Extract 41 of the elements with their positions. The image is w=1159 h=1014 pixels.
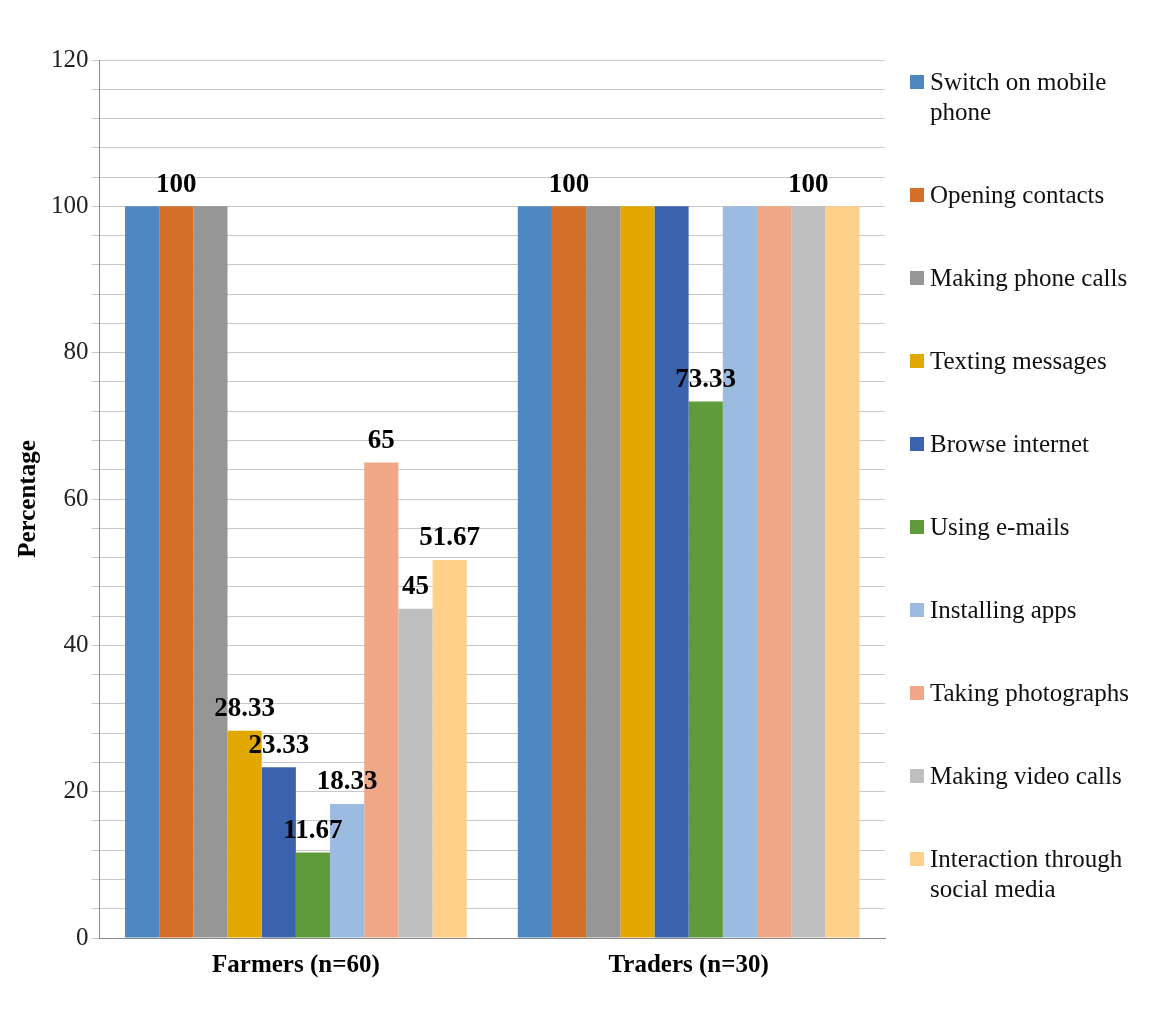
y-tick-label: 40 xyxy=(63,629,89,657)
y-tick-label: 0 xyxy=(76,922,89,950)
legend-label: Interaction through social media xyxy=(930,843,1124,904)
y-tick-label: 80 xyxy=(63,337,89,365)
legend-label: Making phone calls xyxy=(930,262,1128,293)
data-label: 100 xyxy=(787,167,829,198)
bar xyxy=(432,559,467,938)
bar xyxy=(688,401,723,938)
data-label: 45 xyxy=(401,570,429,601)
legend-label: Making video calls xyxy=(930,760,1122,791)
bar xyxy=(620,206,655,938)
data-label: 65 xyxy=(367,423,395,454)
y-tick-label: 60 xyxy=(63,483,89,511)
y-axis-title: Percentage xyxy=(13,440,41,558)
bar xyxy=(398,608,433,938)
data-label: 100 xyxy=(548,167,590,198)
y-tick-label: 100 xyxy=(51,190,89,218)
x-tick-label: Farmers (n=60) xyxy=(212,950,380,979)
bar xyxy=(551,206,587,938)
bar xyxy=(586,206,621,938)
legend-label: Installing apps xyxy=(930,594,1077,625)
y-tick-label: 120 xyxy=(51,44,89,72)
bar xyxy=(125,206,160,938)
legend-label: Browse internet xyxy=(930,428,1089,459)
legend-label: Opening contacts xyxy=(930,179,1105,210)
data-label: 100 xyxy=(156,167,197,198)
bar xyxy=(756,206,792,938)
legend-label: Taking photographs xyxy=(930,677,1129,708)
x-tick-label: Traders (n=30) xyxy=(608,950,769,979)
legend-label: Texting messages xyxy=(930,345,1107,376)
data-label: 51.67 xyxy=(419,521,481,552)
legend-label: Switch on mobile phone xyxy=(930,66,1108,127)
data-label: 18.33 xyxy=(316,765,378,796)
bar xyxy=(825,206,860,938)
bar xyxy=(159,206,194,938)
bar xyxy=(791,206,826,938)
y-tick-label: 20 xyxy=(63,776,89,804)
bar xyxy=(295,852,331,938)
bar xyxy=(517,206,552,938)
data-label: 28.33 xyxy=(214,692,275,723)
legend-label: Using e-mails xyxy=(930,511,1070,542)
